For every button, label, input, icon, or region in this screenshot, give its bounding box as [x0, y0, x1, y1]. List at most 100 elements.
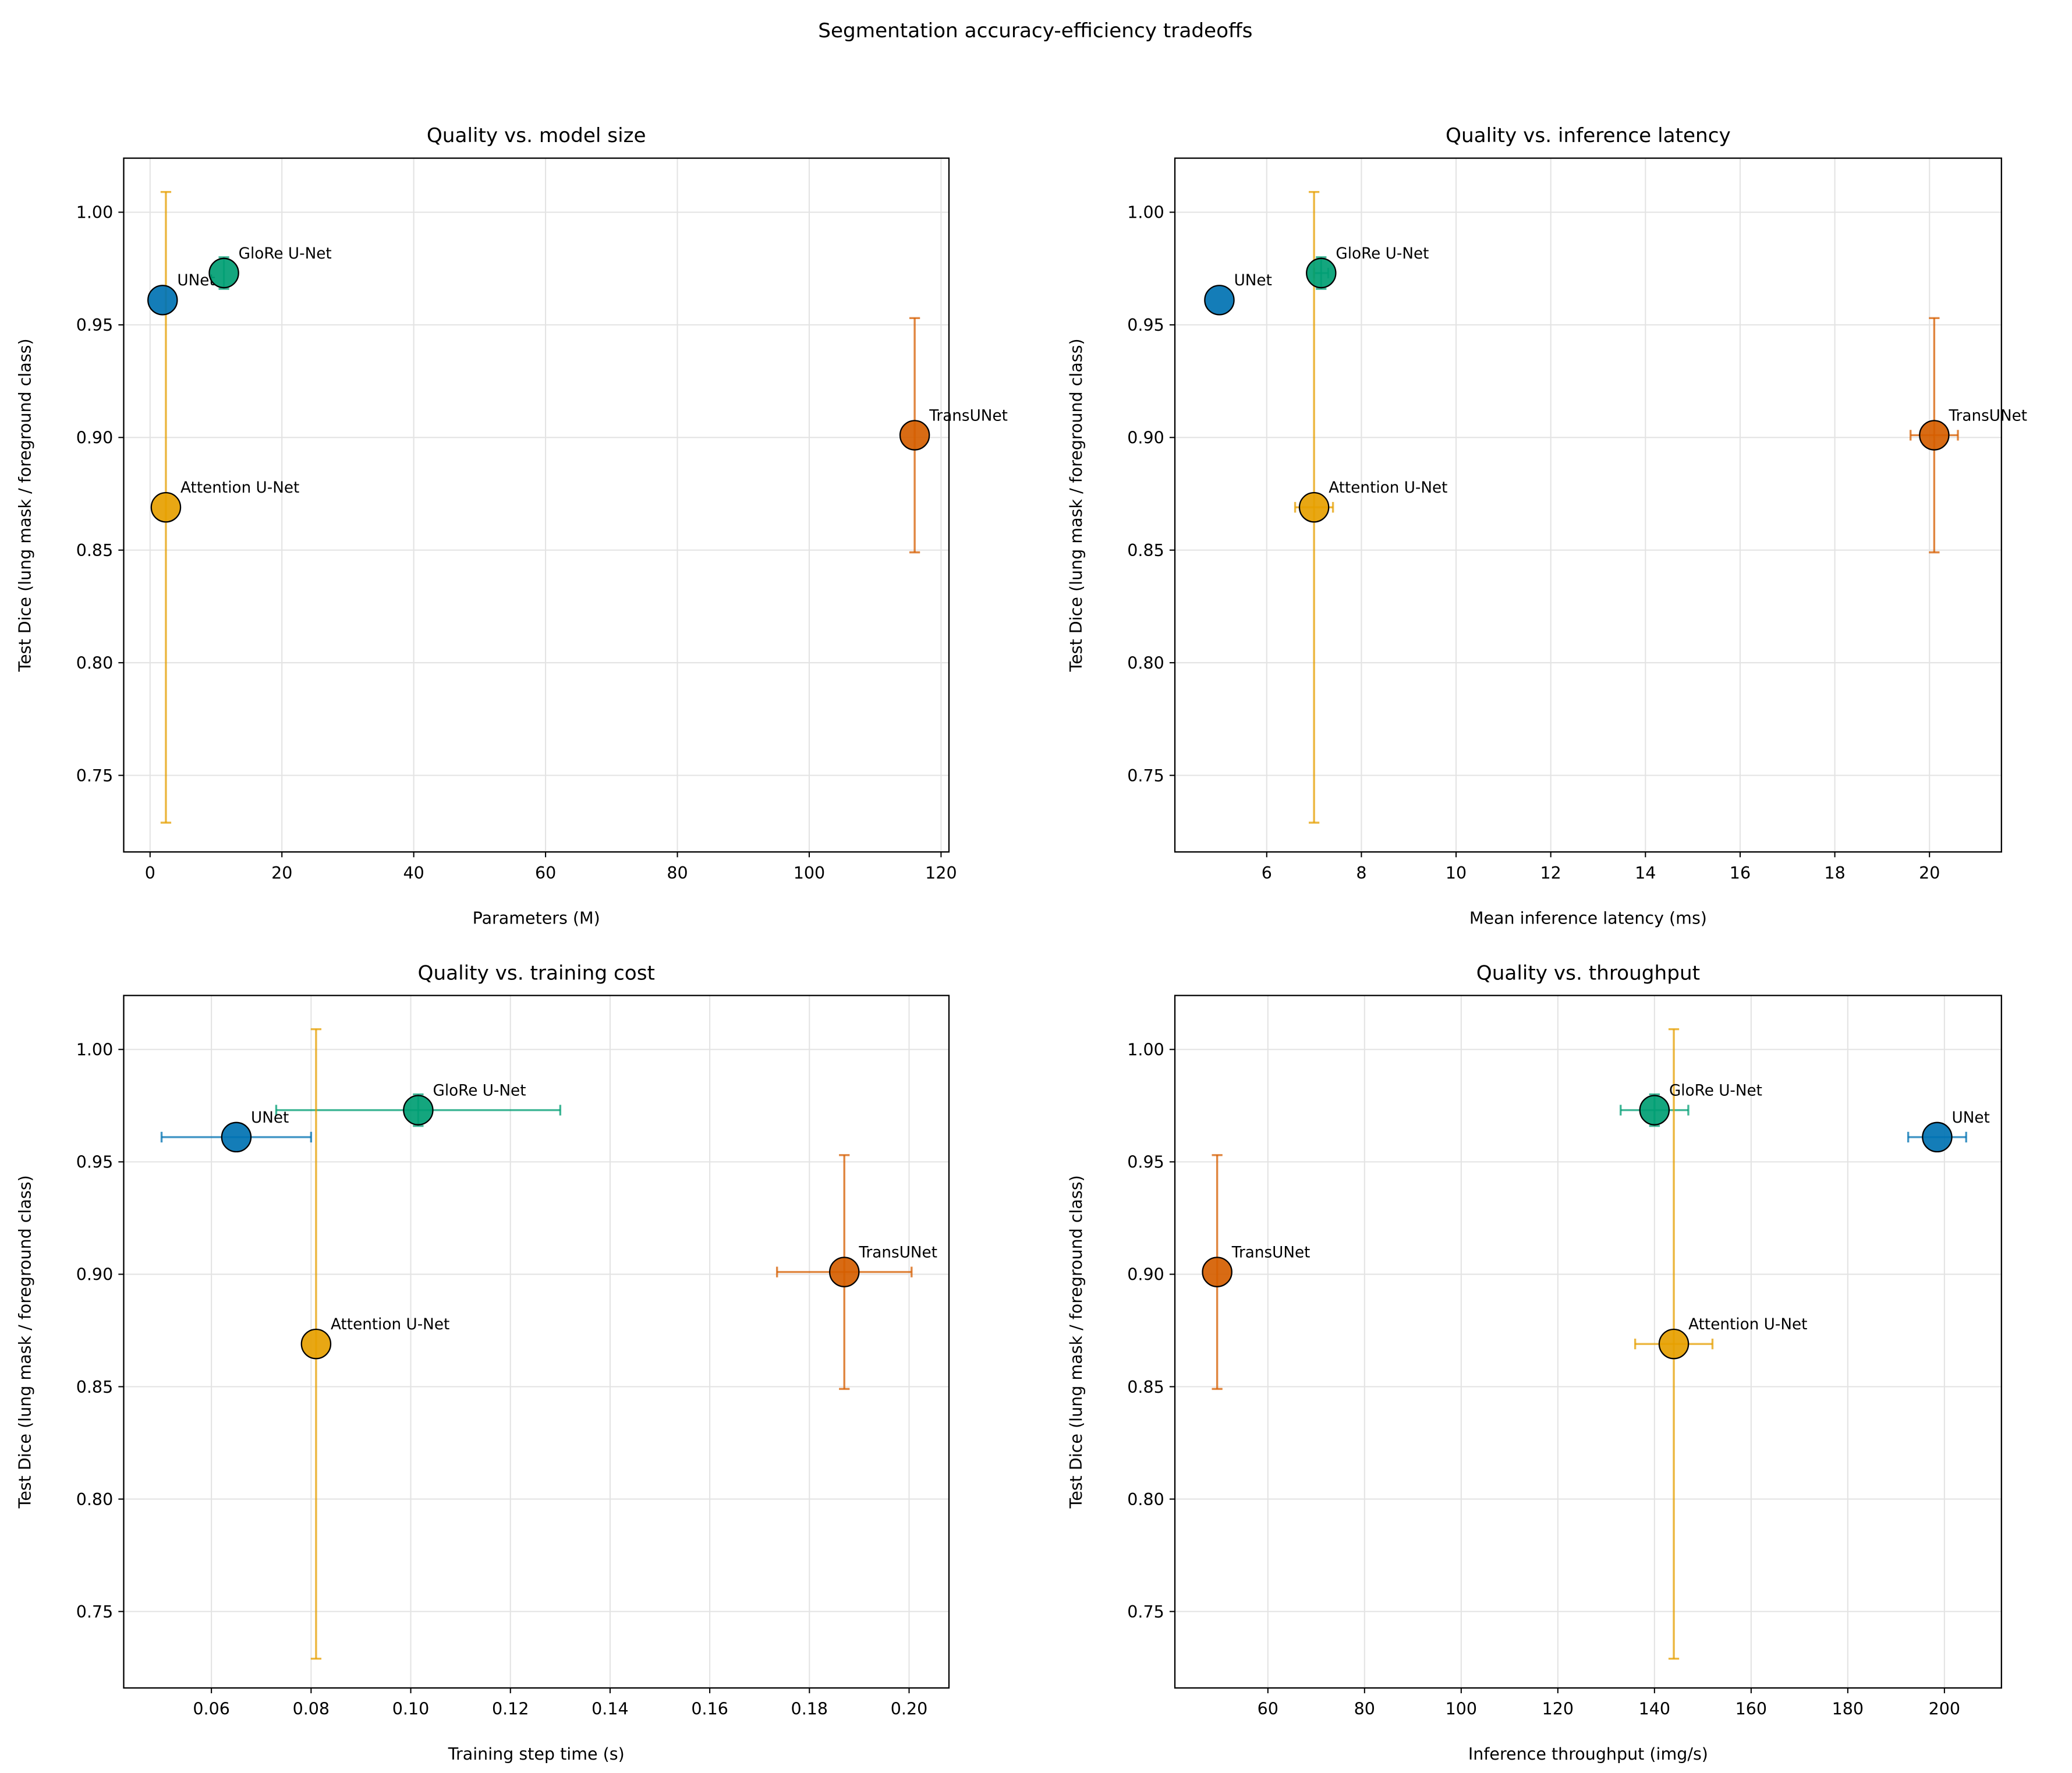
y-tick-label: 0.85 — [1127, 1378, 1164, 1397]
x-tick-label: 0.16 — [691, 1700, 728, 1719]
y-tick-label: 0.75 — [1127, 766, 1164, 785]
x-tick-label: 100 — [1446, 1700, 1477, 1719]
point — [150, 492, 182, 523]
axes-frame — [1174, 995, 2002, 1689]
point — [221, 1121, 252, 1153]
x-axis-label: Mean inference latency (ms) — [1469, 908, 1707, 928]
point-label: GloRe U-Net — [1669, 1082, 1762, 1099]
figure-title: Segmentation accuracy-efficiency tradeof… — [818, 19, 1252, 43]
y-tick-label: 0.90 — [76, 1265, 113, 1284]
x-tick-label: 140 — [1639, 1700, 1670, 1719]
x-tick-label: 40 — [403, 864, 424, 883]
x-tick-label: 120 — [1542, 1700, 1574, 1719]
y-tick-label: 0.90 — [76, 429, 113, 448]
point — [403, 1095, 434, 1126]
x-tick-label: 0 — [145, 864, 155, 883]
x-tick-label: 20 — [271, 864, 292, 883]
point-label: UNet — [251, 1109, 289, 1127]
point — [1919, 420, 1950, 451]
subplot-title: Quality vs. inference latency — [1446, 124, 1731, 147]
x-tick-label: 0.06 — [193, 1700, 230, 1719]
point-label: GloRe U-Net — [433, 1082, 526, 1099]
x-tick-label: 160 — [1735, 1700, 1767, 1719]
x-tick-label: 0.08 — [293, 1700, 330, 1719]
subplot: 0 20 40 60 80 100 1200.750.800.850.900.951.00U… — [16, 124, 1008, 928]
point — [899, 420, 930, 451]
x-tick-label: 100 — [794, 864, 825, 883]
point — [300, 1328, 332, 1360]
y-tick-label: 0.80 — [1127, 653, 1164, 673]
y-tick-label: 1.00 — [1127, 203, 1164, 222]
x-tick-label: 180 — [1832, 1700, 1864, 1719]
x-tick-label: 18 — [1824, 864, 1845, 883]
x-tick-label: 0.12 — [492, 1700, 529, 1719]
axes-frame — [123, 995, 950, 1689]
y-tick-label: 0.75 — [76, 1602, 113, 1622]
point — [208, 257, 239, 289]
x-tick-label: 14 — [1635, 864, 1656, 883]
point-label: GloRe U-Net — [239, 245, 332, 263]
x-axis-label: Inference throughput (img/s) — [1468, 1744, 1708, 1764]
point-label: TransUNet — [858, 1244, 937, 1261]
x-tick-label: 80 — [1354, 1700, 1375, 1719]
point-label: Attention U-Net — [1329, 479, 1447, 497]
y-tick-label: 0.95 — [1127, 1153, 1164, 1172]
point-label: TransUNet — [1948, 407, 2027, 424]
point-label: Attention U-Net — [331, 1316, 449, 1333]
point — [147, 285, 178, 316]
subplot: 0.06 0.08 0.10 0.12 0.14 0.16 0.18 0.20 0.75 0.80… — [16, 961, 950, 1764]
y-tick-label: 0.80 — [76, 1490, 113, 1509]
y-axis-label: Test Dice (lung mask / foreground class) — [16, 338, 35, 672]
point-label: UNet — [1234, 272, 1272, 289]
point-label: TransUNet — [929, 407, 1008, 424]
y-axis-label: Test Dice (lung mask / foreground class) — [1067, 338, 1086, 672]
x-tick-label: 0.10 — [392, 1700, 430, 1719]
x-tick-label: 0.18 — [791, 1700, 828, 1719]
x-tick-label: 0.20 — [891, 1700, 927, 1719]
x-tick-label: 16 — [1730, 864, 1751, 883]
x-tick-label: 120 — [925, 864, 957, 883]
axes-frame — [1174, 157, 2002, 853]
subplot: 6 8 10 12 14 16 18 20 0.75 0.80 0.85 0.90 0.95 1.00 UN… — [1067, 124, 2027, 928]
y-tick-label: 1.00 — [76, 1041, 113, 1060]
y-tick-label: 0.95 — [1127, 316, 1164, 335]
point — [1658, 1328, 1690, 1360]
y-tick-label: 0.90 — [1127, 1265, 1164, 1284]
y-tick-label: 0.75 — [1127, 1602, 1164, 1622]
subplot: 60 80 100 120 140 160 180 200 0.75 0.80 0.85 0.90 0.… — [1067, 961, 2002, 1764]
y-tick-label: 0.95 — [76, 1153, 113, 1172]
axes-frame — [123, 157, 950, 853]
y-tick-label: 0.85 — [1127, 541, 1164, 560]
point — [1639, 1095, 1670, 1126]
point — [1922, 1121, 1953, 1153]
x-axis-label: Training step time (s) — [448, 1744, 625, 1764]
y-axis-label: Test Dice (lung mask / foreground class) — [1067, 1175, 1086, 1509]
x-tick-label: 80 — [667, 864, 688, 883]
x-tick-label: 12 — [1540, 864, 1561, 883]
point-label: GloRe U-Net — [1336, 245, 1429, 263]
x-tick-label: 200 — [1929, 1700, 1960, 1719]
point-label: TransUNet — [1231, 1244, 1311, 1261]
x-tick-label: 0.14 — [592, 1700, 629, 1719]
point-label: Attention U-Net — [180, 479, 299, 497]
y-tick-label: 1.00 — [1127, 1041, 1164, 1060]
y-tick-label: 0.80 — [1127, 1490, 1164, 1509]
plot-area — [123, 995, 949, 1688]
y-tick-label: 1.00 — [76, 203, 113, 222]
y-tick-label: 0.80 — [76, 653, 113, 673]
y-tick-label: 0.85 — [76, 541, 113, 560]
x-tick-label: 8 — [1356, 864, 1366, 883]
subplot-title: Quality vs. training cost — [418, 961, 655, 985]
point-label: Attention U-Net — [1688, 1316, 1807, 1333]
point-label: UNet — [1952, 1109, 1990, 1127]
plot-area — [1175, 995, 2002, 1688]
point — [1306, 257, 1337, 289]
point — [828, 1257, 860, 1287]
point — [1204, 285, 1235, 316]
y-tick-label: 0.90 — [1127, 429, 1164, 448]
x-axis-label: Parameters (M) — [473, 908, 600, 928]
x-tick-label: 6 — [1262, 864, 1272, 883]
point — [1202, 1257, 1232, 1287]
